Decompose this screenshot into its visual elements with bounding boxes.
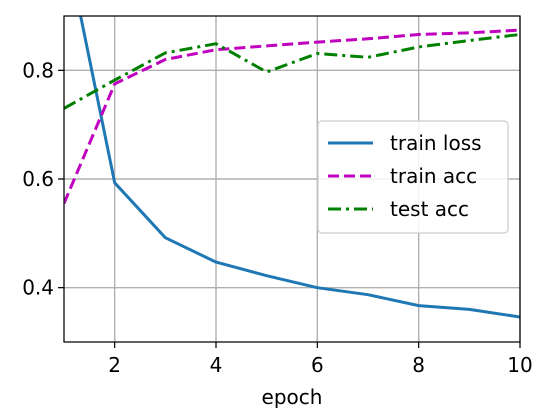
ticks: 2 4 6 8 10 0.4 0.6 0.8	[22, 58, 533, 377]
legend: train loss train acc test acc	[317, 120, 509, 234]
series-line-test-acc	[64, 33, 520, 110]
series-line-train-loss	[79, 16, 520, 319]
x-tick-label: 6	[311, 353, 324, 377]
legend-box	[317, 120, 509, 234]
x-tick-label: 2	[108, 353, 121, 377]
y-tick-label: 0.6	[22, 167, 54, 191]
y-tick-label: 0.4	[22, 276, 54, 300]
legend-label: test acc	[390, 197, 469, 221]
x-tick-label: 4	[210, 353, 223, 377]
series-group	[64, 16, 520, 319]
x-tick-label: 10	[507, 353, 532, 377]
y-tick-label: 0.8	[22, 58, 54, 82]
legend-label: train loss	[390, 131, 482, 155]
series-line-train-acc	[64, 28, 520, 204]
x-axis-title: epoch	[262, 385, 323, 408]
legend-label: train acc	[390, 164, 477, 188]
x-tick-label: 8	[412, 353, 425, 377]
